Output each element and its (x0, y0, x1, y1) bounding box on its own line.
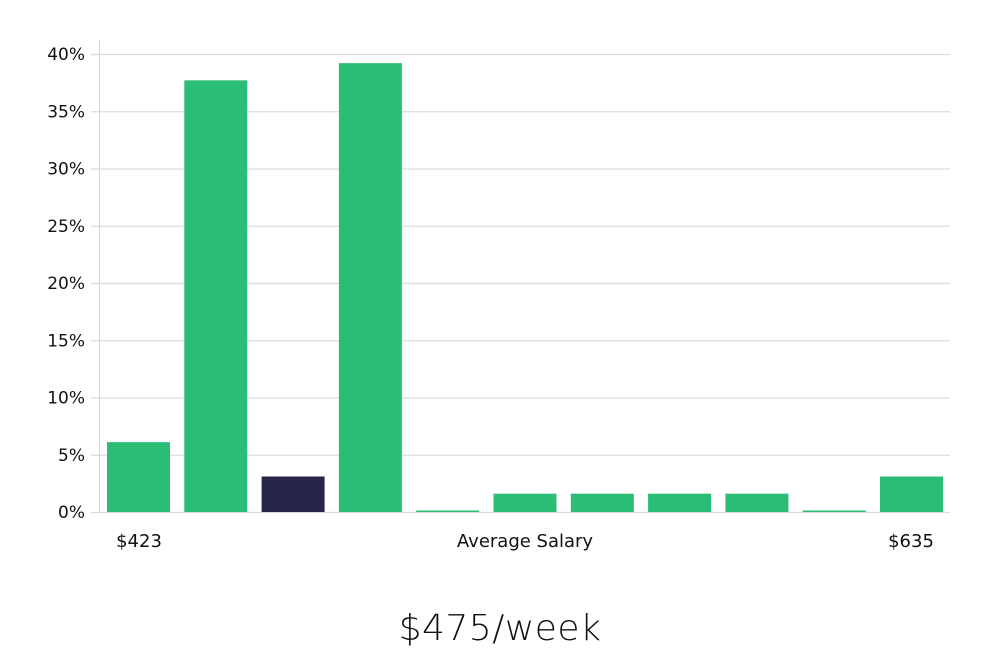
y-tick-label: 35% (47, 102, 85, 122)
y-tick-label: 40% (47, 45, 85, 65)
average-salary-value: $475/week (398, 608, 602, 649)
bar (570, 493, 634, 512)
bars (107, 63, 943, 513)
x-max-label: $635 (888, 531, 934, 552)
bar (184, 80, 248, 513)
y-tick-label: 20% (47, 274, 85, 294)
x-axis-title: Average Salary (457, 531, 594, 552)
y-tick-label: 0% (58, 503, 85, 523)
bar (338, 63, 402, 512)
x-min-label: $423 (116, 531, 162, 552)
bar (880, 476, 943, 512)
y-tick-label: 15% (47, 331, 85, 351)
y-tick-label: 30% (47, 160, 85, 180)
bar (416, 510, 480, 512)
bar (107, 442, 170, 512)
y-tick-label: 5% (58, 446, 85, 466)
bar-highlighted (261, 476, 325, 512)
bar (725, 493, 789, 512)
bar (802, 510, 866, 512)
bar (493, 493, 557, 512)
bar (648, 493, 712, 512)
y-tick-label: 10% (47, 389, 85, 409)
y-axis-ticks: 0% 5% 10% 15% 20% 25% 30% 35% 40% (47, 45, 85, 523)
y-tick-label: 25% (47, 217, 85, 237)
